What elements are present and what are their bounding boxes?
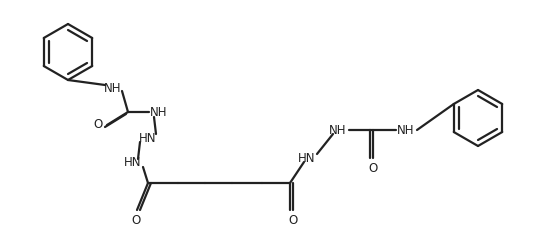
Text: HN: HN (139, 132, 157, 144)
Text: NH: NH (397, 123, 415, 137)
Text: O: O (94, 118, 102, 132)
Text: O: O (288, 213, 297, 227)
Text: NH: NH (329, 123, 347, 137)
Text: NH: NH (104, 81, 122, 94)
Text: HN: HN (298, 151, 316, 165)
Text: HN: HN (124, 156, 142, 170)
Text: O: O (132, 213, 141, 227)
Text: NH: NH (150, 106, 168, 118)
Text: O: O (368, 162, 377, 174)
